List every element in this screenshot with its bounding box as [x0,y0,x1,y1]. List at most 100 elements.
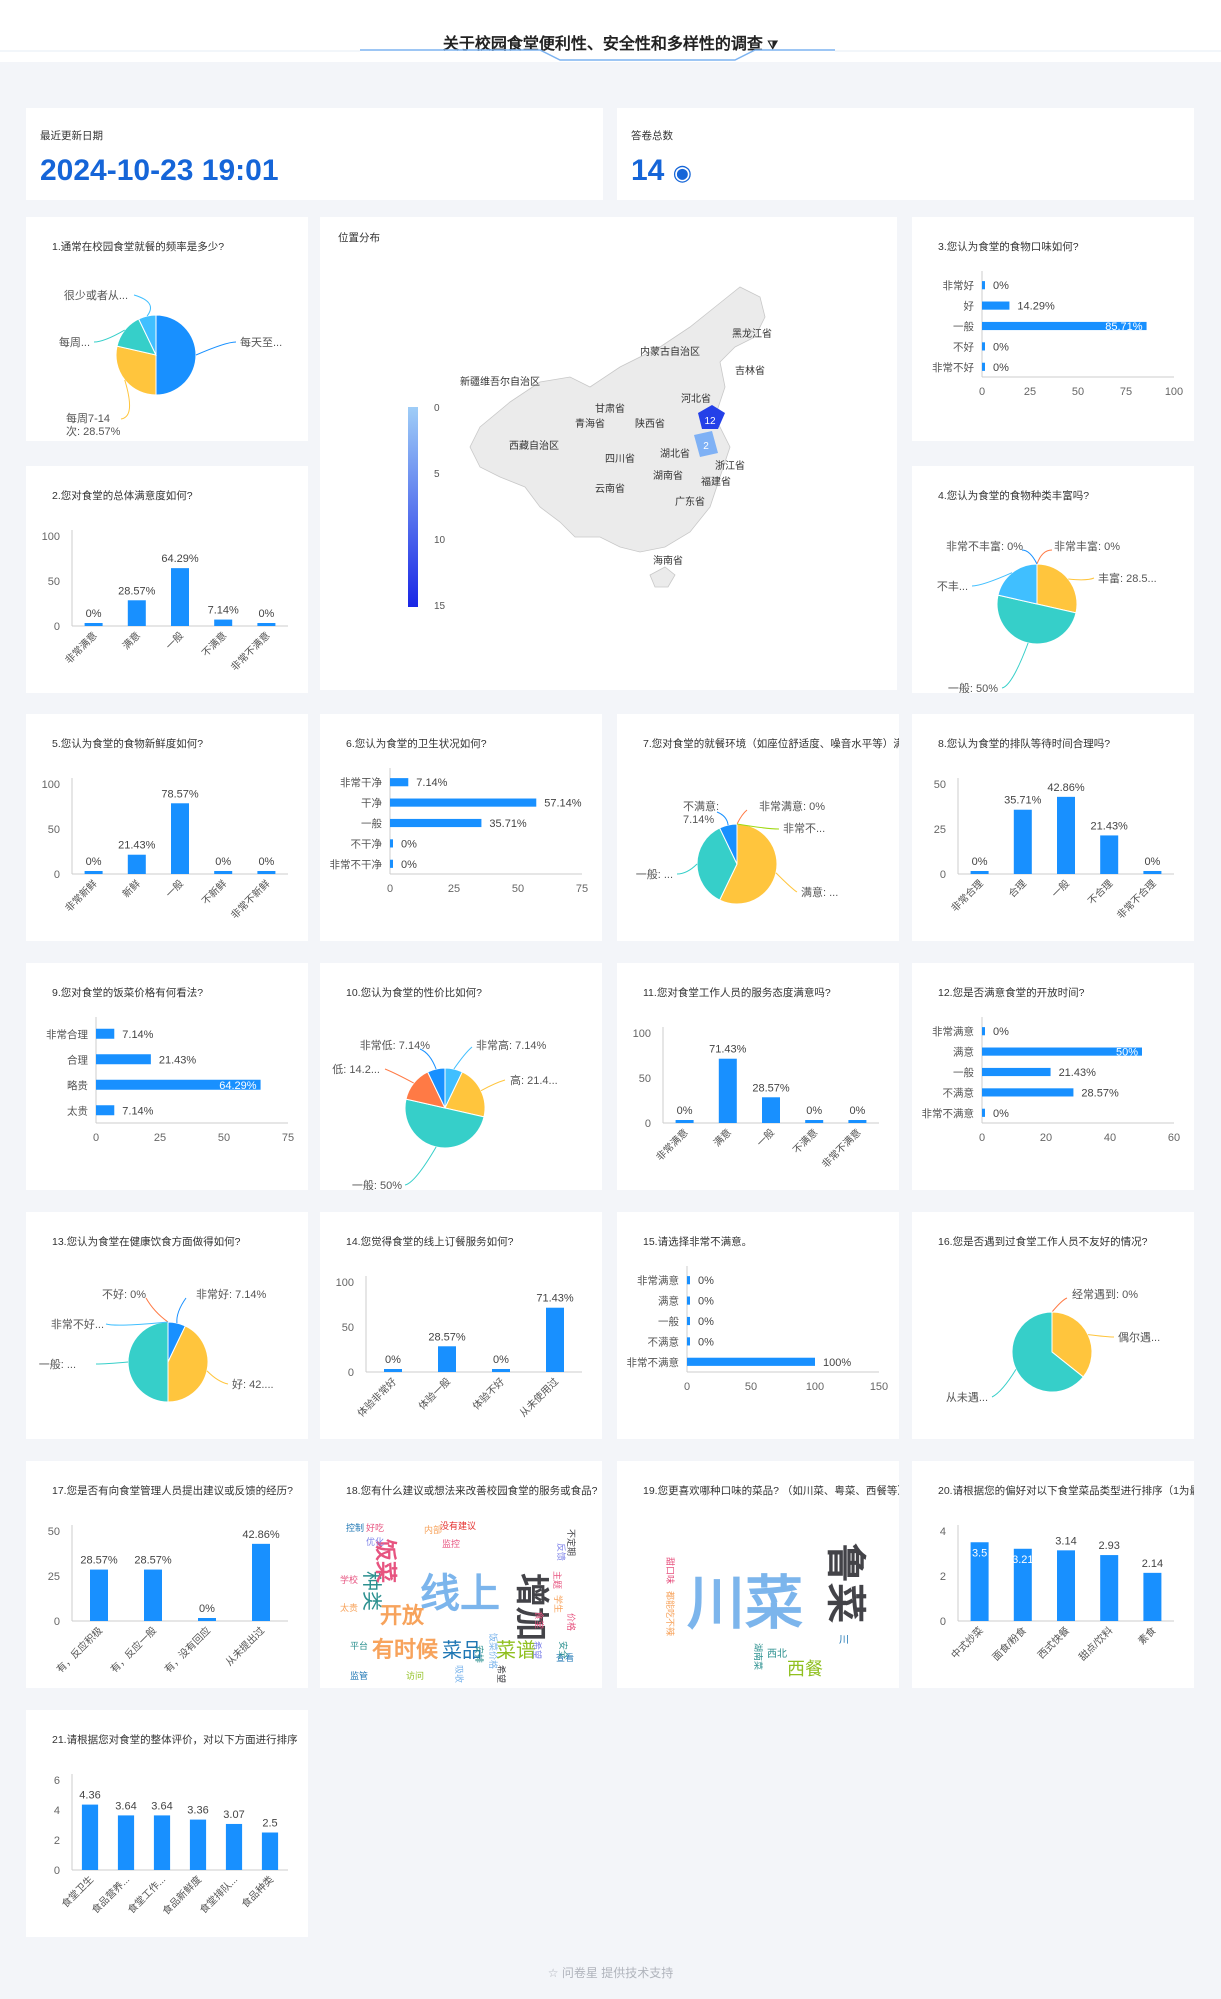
pie-slice[interactable] [167,1325,209,1403]
slice-label: 非常不丰富: 0% [946,539,1023,553]
bar[interactable] [492,1369,510,1372]
region-beijing[interactable] [698,405,725,429]
x-tick-label: 西式快餐 [1035,1624,1072,1661]
pie-slice[interactable] [155,314,197,396]
pie-slice[interactable] [127,1321,169,1403]
bar[interactable] [1013,1548,1032,1621]
bar[interactable] [390,818,482,828]
bar[interactable] [982,281,985,290]
bar[interactable] [171,568,189,626]
slice-label: 不丰... [937,580,968,593]
bar[interactable] [982,1108,985,1117]
bar[interactable] [982,1067,1051,1077]
bar[interactable] [762,1097,780,1123]
bar[interactable] [261,1832,279,1871]
pie-slice[interactable] [1011,1311,1084,1393]
bar[interactable] [1013,809,1032,874]
bar[interactable] [438,1346,456,1372]
bar[interactable] [96,1054,151,1065]
bar[interactable] [384,1369,402,1372]
bar[interactable] [982,362,985,371]
slice-label: 好: 42.... [232,1377,274,1391]
eye-icon[interactable]: ◉ [672,160,692,185]
bar[interactable] [1057,796,1075,874]
bar[interactable] [198,1618,216,1621]
bar[interactable] [127,600,146,626]
bar[interactable] [84,623,103,626]
x-tick-label: 0 [979,1132,985,1144]
bar[interactable] [687,1276,690,1285]
bar[interactable] [687,1296,690,1305]
bar[interactable] [982,321,1147,331]
bar[interactable] [90,1569,108,1621]
pie-slice[interactable] [997,563,1038,605]
bar[interactable] [257,623,276,626]
bar[interactable] [687,1337,690,1346]
bar[interactable] [84,871,103,874]
bar[interactable] [1100,1555,1119,1621]
filter-icon[interactable]: ⧩ [767,38,779,52]
map-legend [408,407,418,607]
bar[interactable] [687,1316,690,1326]
x-tick-label: 不合理 [1085,877,1115,907]
bar[interactable] [171,803,189,874]
pie-slice[interactable] [444,1071,486,1118]
bar[interactable] [970,1542,989,1621]
data-label: 3.64 [151,1800,172,1812]
bar[interactable] [214,871,233,874]
bar[interactable] [390,798,537,807]
bar[interactable] [718,1058,737,1123]
bar[interactable] [1100,835,1119,874]
card-title: 2.您对食堂的总体满意度如何? [52,490,193,502]
bar[interactable] [1143,871,1162,874]
bar[interactable] [848,1120,867,1123]
bar[interactable] [96,1105,115,1116]
y-tick-label: 25 [48,1571,60,1583]
bar[interactable] [96,1079,261,1090]
data-label: 0% [993,280,1009,292]
bar[interactable] [982,1047,1142,1056]
bar[interactable] [982,301,1010,310]
bar[interactable] [390,859,393,868]
bar[interactable] [257,871,276,874]
region-jiangsu[interactable] [694,431,718,457]
bar[interactable] [1057,1550,1075,1621]
bar[interactable] [153,1815,171,1870]
bar[interactable] [117,1815,135,1870]
x-tick-label: 25 [1024,386,1036,398]
pie-slice[interactable] [996,594,1077,645]
bar[interactable] [546,1307,564,1372]
word: 访问 [406,1670,424,1681]
bar[interactable] [805,1120,824,1123]
bar[interactable] [982,1088,1074,1097]
bar[interactable] [982,1027,985,1036]
pie-slice[interactable] [1051,1311,1093,1378]
x-tick-label: 有，没有回应 [162,1624,214,1676]
stat-value: 2024-10-23 19:01 [40,154,279,187]
bar[interactable] [81,1804,99,1870]
chart-card-q16: 16.您是否遇到过食堂工作人员不友好的情况? 经常遇到: 0% 偶尔遇... 从未遇.… [912,1212,1194,1439]
x-tick-label: 非常新鲜 [62,877,99,914]
header-decoration [0,49,1221,61]
bar[interactable] [189,1819,207,1870]
card-title: 19.您更喜欢哪种口味的菜品? （如川菜、粤菜、西餐等） [643,1485,899,1497]
chart-axes: 0 20 40 60 [979,1017,1180,1144]
bar[interactable] [390,839,393,848]
bar[interactable] [970,871,989,874]
bar[interactable] [252,1543,270,1621]
bar[interactable] [982,342,985,351]
bar[interactable] [687,1357,815,1366]
bar[interactable] [127,854,146,874]
bar[interactable] [225,1823,243,1870]
bar[interactable] [675,1120,694,1123]
bar[interactable] [1143,1572,1162,1621]
bar[interactable] [390,778,409,787]
pie-slice[interactable] [718,823,778,905]
pie-slice[interactable] [1036,563,1078,614]
bar[interactable] [96,1028,115,1039]
pie-slice[interactable] [718,823,738,865]
bar[interactable] [214,619,233,626]
y-tick-label: 一般 [953,320,974,333]
word: 西北 [767,1648,787,1660]
bar[interactable] [144,1569,162,1621]
